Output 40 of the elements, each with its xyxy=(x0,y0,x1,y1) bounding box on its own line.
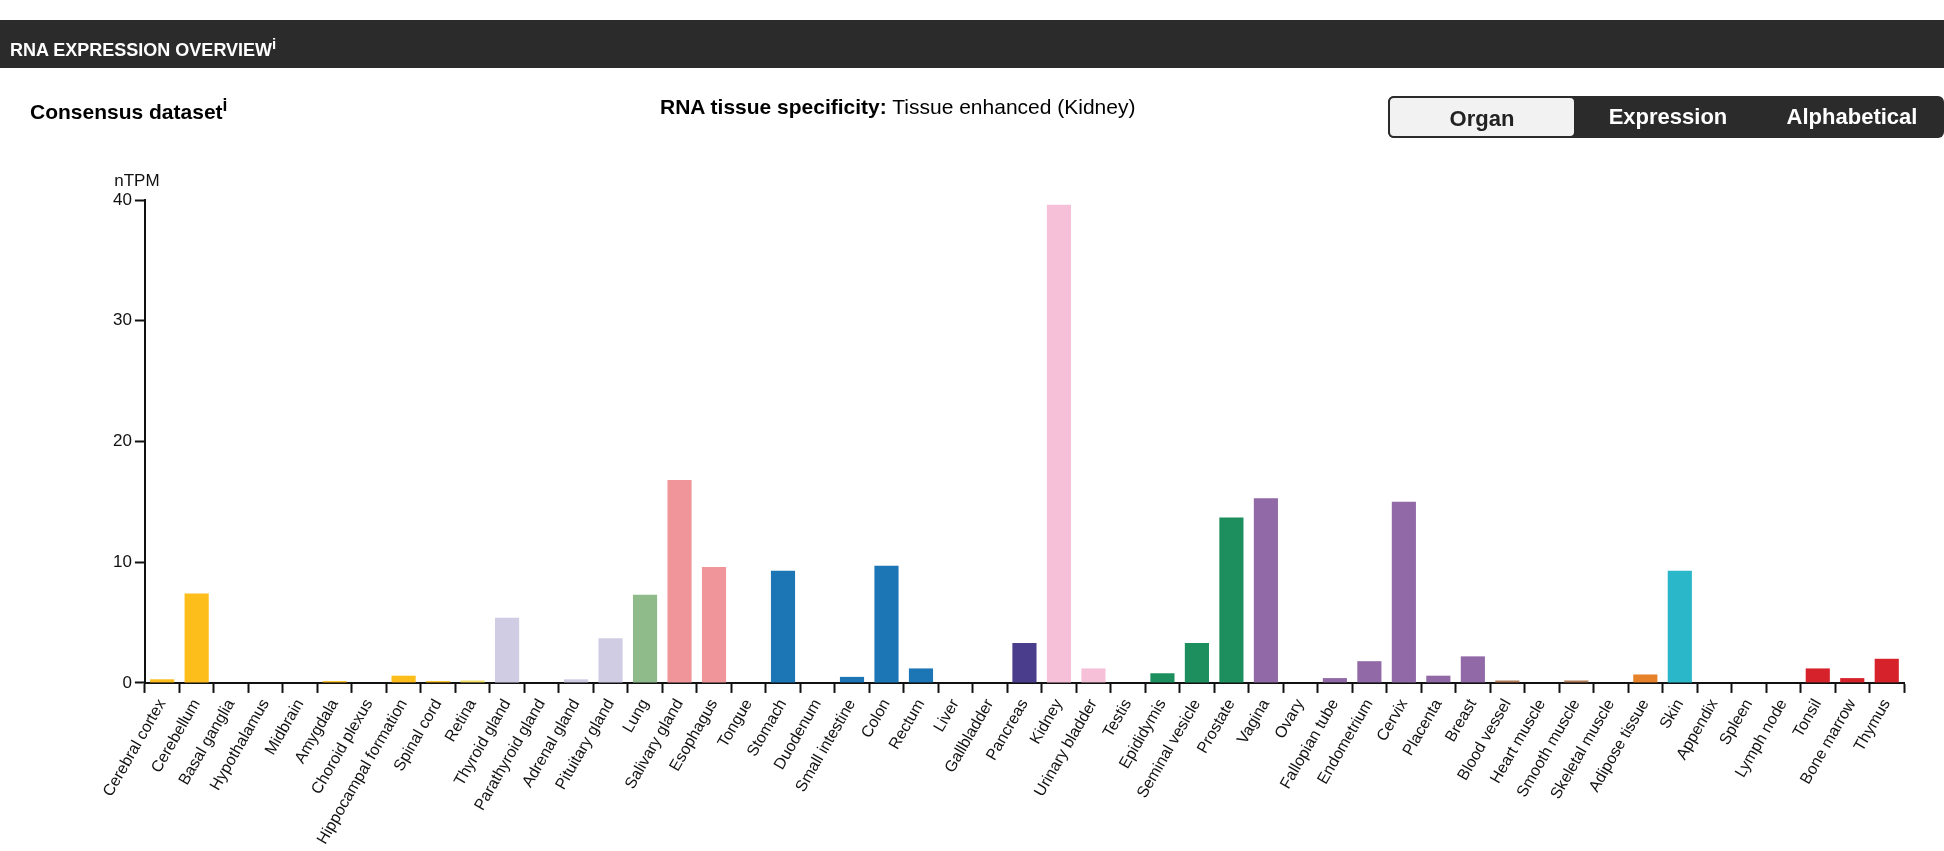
bar xyxy=(1460,656,1485,683)
bar xyxy=(839,676,865,683)
bar xyxy=(667,480,692,683)
bar xyxy=(1840,678,1865,683)
bar xyxy=(701,567,727,683)
bar xyxy=(1150,673,1175,683)
y-tick-label: 40 xyxy=(112,189,132,209)
bar xyxy=(563,679,589,683)
bar xyxy=(1391,501,1416,683)
bar xyxy=(1012,643,1037,683)
bar xyxy=(1667,570,1692,683)
text: Organ xyxy=(1388,96,1576,138)
bar xyxy=(1253,498,1278,683)
bar xyxy=(1046,204,1072,683)
text: Alphabetical xyxy=(1785,103,1919,131)
bar xyxy=(1357,661,1382,683)
bar xyxy=(874,565,899,683)
bar xyxy=(632,594,658,683)
bar xyxy=(1805,668,1830,683)
bar xyxy=(495,617,520,683)
text: Expression xyxy=(1607,103,1729,131)
bar xyxy=(770,570,796,683)
y-tick-label: 30 xyxy=(112,310,132,330)
chart-subtitle: Consensus dataset$^{i}$ xyxy=(30,95,228,124)
bar xyxy=(184,593,209,683)
y-tick-label: 20 xyxy=(112,431,132,451)
bar xyxy=(1874,658,1899,683)
bar xyxy=(1219,517,1244,683)
bar xyxy=(1322,678,1347,683)
bar xyxy=(908,668,934,683)
text: RNA tissue specificity: Tissue enhanced (Kidney) xyxy=(660,95,1136,119)
y-axis-title: nTPM xyxy=(114,171,160,191)
bar xyxy=(1081,668,1106,683)
chart-title: RNA EXPRESSION OVERVIEW$^{i}$ xyxy=(0,20,1944,68)
bar xyxy=(1633,674,1658,683)
bar xyxy=(150,679,175,683)
y-tick-label: 0 xyxy=(122,672,132,692)
y-tick-label: 10 xyxy=(112,551,132,571)
bar xyxy=(598,638,623,683)
bar xyxy=(1184,643,1209,683)
